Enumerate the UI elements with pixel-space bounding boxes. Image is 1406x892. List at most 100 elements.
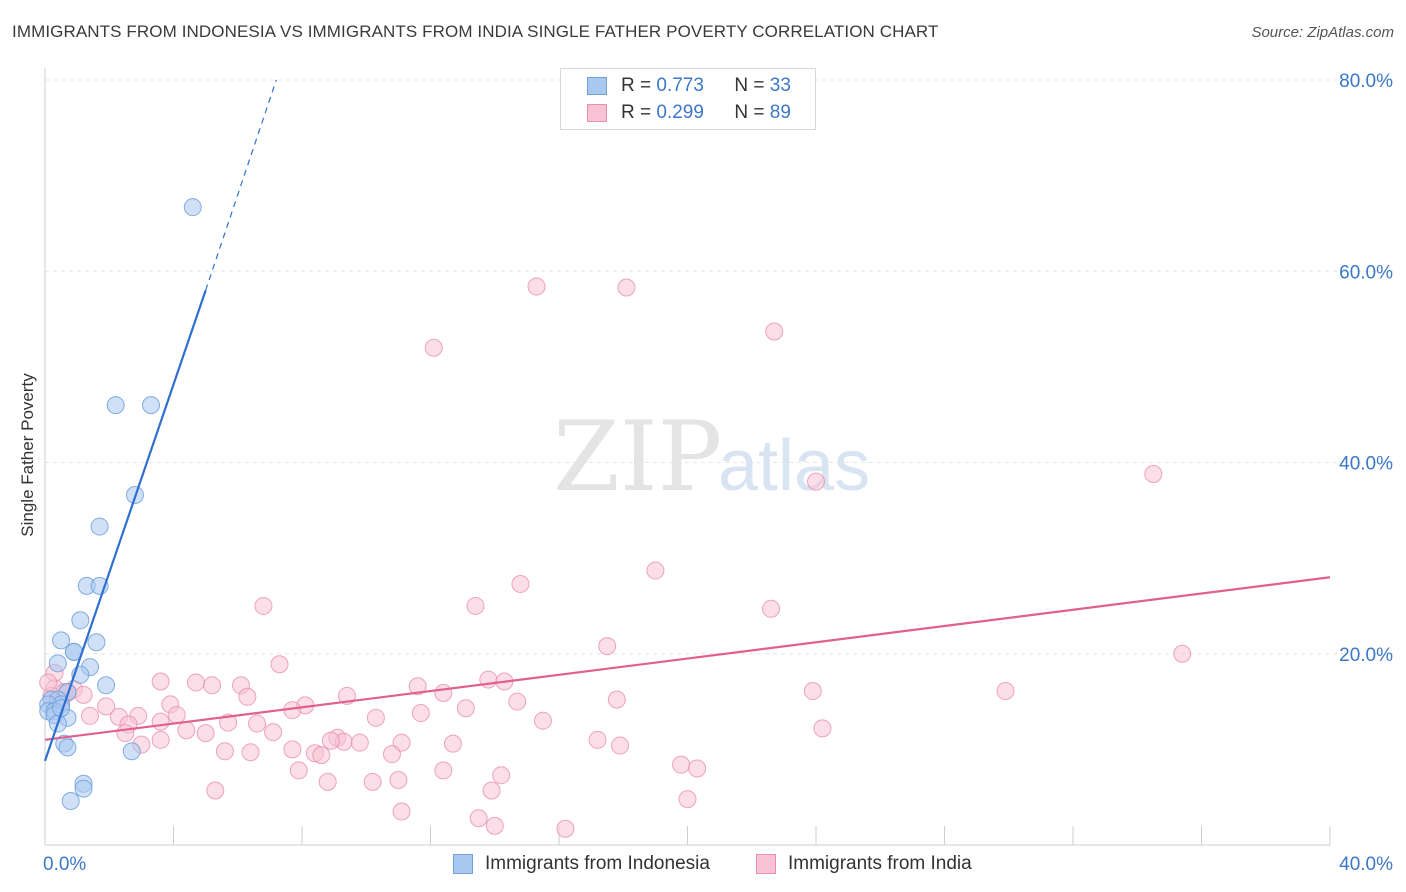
indonesia-point xyxy=(71,611,90,630)
india-point xyxy=(646,561,665,580)
indonesia-point xyxy=(58,738,77,757)
india-point xyxy=(492,766,511,785)
india-point xyxy=(116,724,135,743)
indonesia-point xyxy=(106,396,125,415)
india-point xyxy=(366,708,385,727)
india-point xyxy=(765,322,784,341)
india-point xyxy=(219,713,238,732)
india-point xyxy=(482,781,501,800)
india-point xyxy=(215,742,234,761)
legend-r-value: 0.773 xyxy=(656,75,704,96)
india-point xyxy=(177,721,196,740)
indonesia-point xyxy=(61,792,80,811)
india-point xyxy=(688,759,707,778)
india-point xyxy=(80,706,99,725)
india-point xyxy=(151,672,170,691)
india-point xyxy=(485,816,504,835)
india-point xyxy=(527,277,546,296)
bottom-legend-swatch-india xyxy=(756,854,776,874)
india-point xyxy=(167,705,186,724)
india-point xyxy=(283,740,302,759)
india-point xyxy=(350,733,369,752)
indonesia-point xyxy=(52,631,71,650)
grid-lines xyxy=(45,79,1395,655)
india-point xyxy=(434,761,453,780)
correlation-legend: R = 0.773 N = 33 R = 0.299 N = 89 xyxy=(560,68,816,130)
indonesia-trend-extension xyxy=(205,79,277,291)
india-point xyxy=(424,338,443,357)
india-point xyxy=(996,682,1015,701)
india-point xyxy=(363,772,382,791)
india-point xyxy=(762,599,781,618)
india-point xyxy=(382,745,401,764)
india-point xyxy=(206,781,225,800)
y-tick-label: 20.0% xyxy=(1339,645,1393,666)
india-point xyxy=(672,755,691,774)
india-point xyxy=(196,724,215,743)
india-point xyxy=(1144,464,1163,483)
india-point xyxy=(443,734,462,753)
legend-n-value: 89 xyxy=(769,102,791,123)
series-india-points xyxy=(39,277,1192,838)
india-point xyxy=(411,704,430,723)
legend-row-india: R = 0.299 N = 89 xyxy=(561,100,791,126)
bottom-legend-label-india: Immigrants from India xyxy=(788,853,972,874)
legend-n-label: N = xyxy=(734,75,765,96)
india-point xyxy=(611,736,630,755)
india-point xyxy=(321,731,340,750)
india-point xyxy=(803,682,822,701)
indonesia-trend-line xyxy=(43,290,207,762)
india-point xyxy=(241,743,260,762)
legend-r-value: 0.299 xyxy=(656,102,704,123)
india-point xyxy=(238,687,257,706)
india-point xyxy=(389,770,408,789)
indonesia-point xyxy=(122,742,141,761)
legend-swatch-india xyxy=(587,104,607,122)
india-point xyxy=(97,697,116,716)
trend-lines xyxy=(43,79,1331,762)
india-point xyxy=(617,278,636,297)
source-credit: Source: ZipAtlas.com xyxy=(1251,24,1394,41)
indonesia-point xyxy=(87,633,106,652)
india-point xyxy=(434,683,453,702)
india-trend-line xyxy=(44,576,1331,741)
india-point xyxy=(469,809,488,828)
india-point xyxy=(39,673,58,692)
india-point xyxy=(598,637,617,656)
india-point xyxy=(511,574,530,593)
india-point xyxy=(508,692,527,711)
y-tick-label: 60.0% xyxy=(1339,262,1393,283)
india-point xyxy=(312,746,331,765)
legend-n-value: 33 xyxy=(769,75,791,96)
india-point xyxy=(203,676,222,695)
india-point xyxy=(264,723,283,742)
indonesia-point xyxy=(48,654,67,673)
india-point xyxy=(254,596,273,615)
legend-row-indonesia: R = 0.773 N = 33 xyxy=(561,73,791,99)
india-point xyxy=(813,719,832,738)
india-point xyxy=(270,655,289,674)
india-point xyxy=(466,596,485,615)
india-point xyxy=(74,685,93,704)
bottom-legend-label-indonesia: Immigrants from Indonesia xyxy=(485,853,710,874)
india-point xyxy=(392,802,411,821)
india-point xyxy=(248,714,267,733)
india-point xyxy=(151,730,170,749)
india-point xyxy=(807,472,825,491)
chart-title: IMMIGRANTS FROM INDONESIA VS IMMIGRANTS … xyxy=(12,22,939,41)
watermark-zip: ZIP xyxy=(553,401,722,513)
india-point xyxy=(289,761,308,780)
indonesia-point xyxy=(183,198,202,217)
india-point xyxy=(588,730,607,749)
india-point xyxy=(1173,644,1192,663)
legend-r-label: R = xyxy=(621,75,652,96)
indonesia-point xyxy=(142,396,161,415)
india-point xyxy=(556,819,575,838)
legend-n-label: N = xyxy=(734,102,765,123)
india-point xyxy=(678,790,697,809)
legend-r-label: R = xyxy=(621,102,652,123)
indonesia-point xyxy=(90,517,109,536)
watermark: ZIP atlas xyxy=(553,401,870,513)
india-point xyxy=(408,677,427,696)
